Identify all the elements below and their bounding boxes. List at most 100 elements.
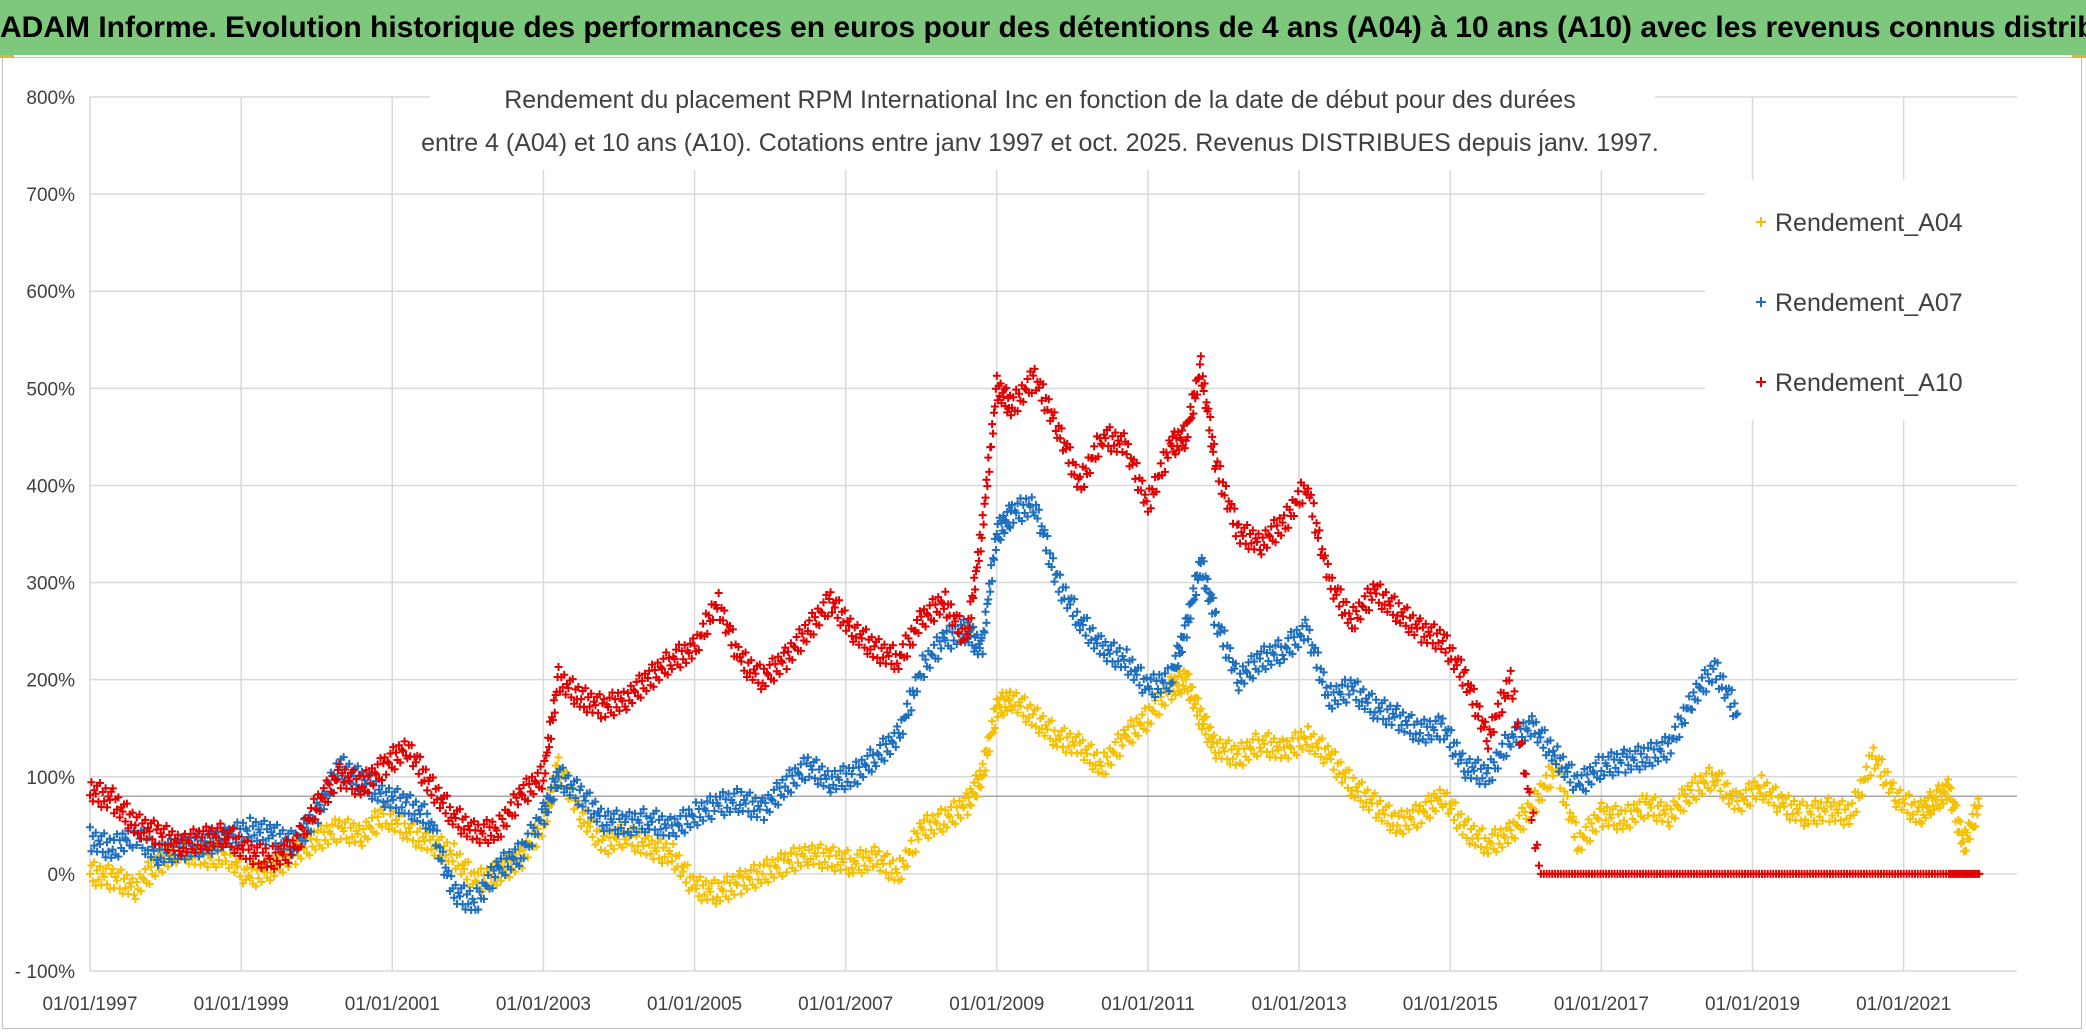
data-point <box>1372 813 1381 822</box>
data-point <box>886 749 895 758</box>
data-point <box>1146 504 1155 513</box>
data-point <box>1374 598 1383 607</box>
data-point <box>554 663 563 672</box>
data-point <box>1126 667 1135 676</box>
data-point <box>1335 602 1344 611</box>
data-point <box>1841 805 1850 814</box>
data-point <box>1323 559 1332 568</box>
data-point <box>955 796 964 805</box>
data-point <box>1427 797 1436 806</box>
data-point <box>662 823 671 832</box>
data-point <box>1431 807 1440 816</box>
data-point <box>655 675 664 684</box>
data-point <box>733 785 742 794</box>
y-axis-ticks: - 100%0%100%200%300%400%500%600%700%800% <box>15 88 75 983</box>
data-point <box>1498 739 1507 748</box>
data-point <box>704 611 713 620</box>
data-point <box>132 878 141 887</box>
data-point <box>1399 829 1407 838</box>
data-point <box>1151 693 1160 702</box>
data-point <box>107 869 116 878</box>
data-point <box>1469 766 1478 775</box>
data-point <box>339 753 348 762</box>
data-point <box>1023 374 1032 383</box>
data-point <box>1162 448 1171 457</box>
data-point <box>1536 733 1545 742</box>
data-point <box>1618 824 1627 833</box>
data-point <box>996 379 1005 388</box>
data-point <box>1037 396 1046 405</box>
data-point <box>635 671 644 680</box>
data-point <box>1843 801 1852 810</box>
data-point <box>1450 815 1459 824</box>
data-point <box>141 850 150 859</box>
data-point <box>239 818 248 827</box>
data-point <box>758 869 767 878</box>
data-point <box>1676 714 1685 723</box>
data-point <box>399 790 408 799</box>
data-point <box>430 821 439 830</box>
data-point <box>122 871 131 880</box>
data-point <box>1188 682 1197 691</box>
data-point <box>1595 804 1604 813</box>
data-point <box>802 759 811 768</box>
data-point <box>1634 742 1643 751</box>
data-point <box>1506 826 1515 835</box>
data-point <box>224 833 233 842</box>
data-point <box>291 860 300 869</box>
data-point <box>365 771 374 780</box>
data-point <box>631 687 640 696</box>
data-point <box>1022 717 1031 726</box>
data-point <box>560 788 569 797</box>
data-point <box>1360 705 1369 714</box>
data-point <box>1492 847 1501 856</box>
x-tick-label: 01/01/2005 <box>647 994 742 1015</box>
data-point <box>86 823 94 832</box>
data-point <box>1064 742 1073 751</box>
data-point <box>871 762 880 771</box>
data-point <box>1170 673 1179 682</box>
data-point <box>263 863 272 872</box>
data-point <box>1770 801 1779 810</box>
data-point <box>884 874 893 883</box>
data-point <box>411 797 420 806</box>
data-point <box>1804 819 1813 828</box>
data-point <box>358 841 367 850</box>
data-point <box>1474 834 1483 843</box>
data-point <box>1445 743 1454 752</box>
data-point <box>853 850 862 859</box>
data-point <box>815 859 824 868</box>
data-point <box>982 618 991 627</box>
data-point <box>734 642 743 651</box>
data-point <box>1332 590 1341 599</box>
data-point <box>1318 677 1327 686</box>
data-point <box>1160 669 1169 678</box>
data-point <box>1828 811 1837 820</box>
data-point <box>537 784 546 793</box>
data-point <box>1618 749 1627 758</box>
data-point <box>1026 367 1035 376</box>
data-point <box>1680 719 1689 728</box>
data-point <box>511 867 520 876</box>
data-point <box>1304 635 1313 644</box>
data-point <box>1000 529 1009 538</box>
data-point <box>657 664 666 673</box>
data-point <box>852 859 861 868</box>
data-point <box>1475 702 1484 711</box>
data-point <box>362 780 371 789</box>
data-point <box>333 821 342 830</box>
data-point <box>100 872 109 881</box>
data-point <box>718 788 727 797</box>
data-point <box>874 750 883 759</box>
data-point <box>1115 644 1124 653</box>
data-point <box>1195 360 1204 369</box>
data-point <box>835 596 844 605</box>
data-point <box>667 857 676 866</box>
data-point <box>618 810 627 819</box>
data-point <box>1597 798 1606 807</box>
data-point <box>696 873 705 882</box>
data-point <box>694 646 703 655</box>
data-point <box>512 793 521 802</box>
data-point <box>1896 786 1905 795</box>
data-point <box>761 681 770 690</box>
